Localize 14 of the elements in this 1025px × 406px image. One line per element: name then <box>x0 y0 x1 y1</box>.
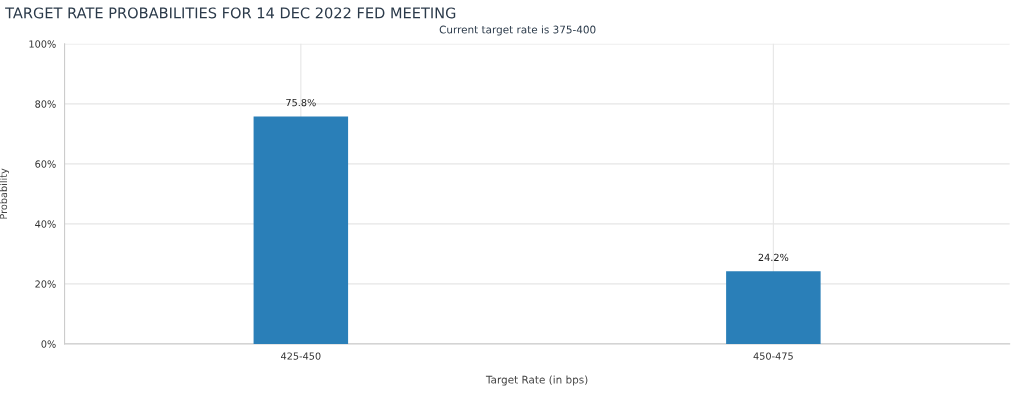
y-tick-label: 100% <box>29 40 56 48</box>
x-tick-label: 450-475 <box>753 352 793 360</box>
y-tick-label: 60% <box>35 160 56 168</box>
y-tick-label: 20% <box>35 280 56 288</box>
y-tick-label: 0% <box>41 340 56 348</box>
x-tick-label: 425-450 <box>281 352 321 360</box>
data-label: 24.2% <box>758 253 789 262</box>
y-tick-label: 40% <box>35 220 56 228</box>
chart-title: TARGET RATE PROBABILITIES FOR 14 DEC 2022 FED MEETING <box>5 7 456 19</box>
chart-subtitle: Current target rate is 375-400 <box>439 25 596 36</box>
y-tick-label: 80% <box>35 100 56 108</box>
data-label: 75.8% <box>286 98 316 107</box>
y-axis-title: Probability <box>0 168 9 219</box>
x-axis-title: Target Rate (in bps) <box>485 375 588 386</box>
